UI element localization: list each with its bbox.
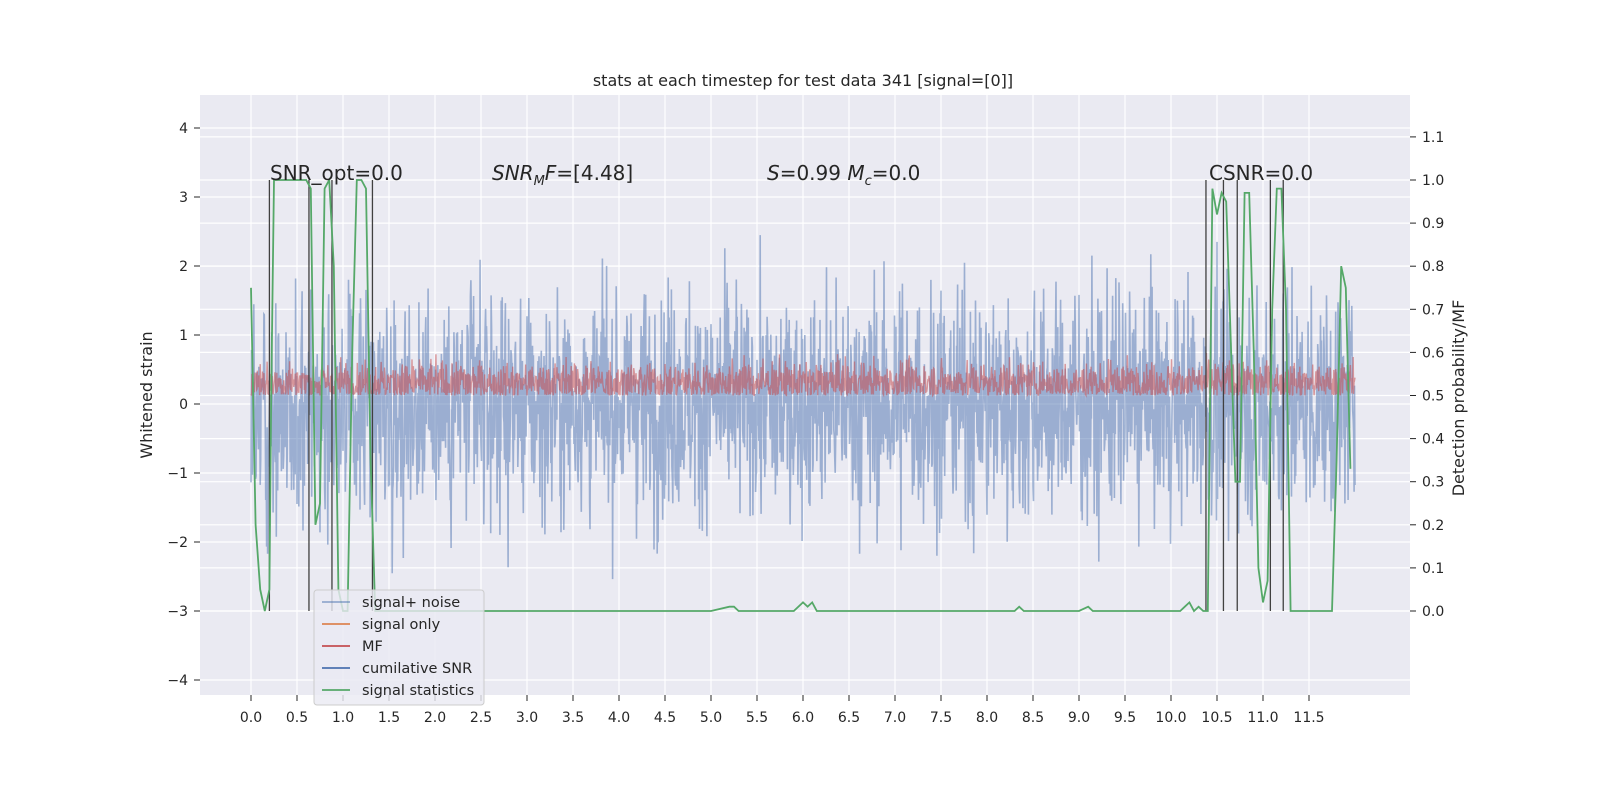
y-tick-label: 2	[179, 259, 188, 275]
y-tick-label: −3	[167, 604, 188, 620]
legend-box	[313, 589, 485, 706]
y-tick-label: 3	[179, 190, 188, 206]
x-tick-label: 11.0	[1247, 710, 1278, 726]
y-right-tick-label: 0.4	[1422, 432, 1444, 448]
x-tick-label: 1.5	[378, 710, 400, 726]
x-tick-label: 8.5	[1022, 710, 1044, 726]
x-tick-label: 0.5	[286, 710, 308, 726]
y-right-tick-label: 0.2	[1422, 518, 1444, 534]
annotation-s-mc: S=0.99 Mc=0.0	[767, 161, 920, 189]
annotation-snr-opt: SNR_opt=0.0	[270, 161, 403, 185]
x-tick-label: 6.0	[792, 710, 814, 726]
x-tick-label: 3.0	[516, 710, 538, 726]
legend-label: signal statistics	[362, 683, 474, 699]
y-right-tick-label: 0.8	[1422, 259, 1444, 275]
x-tick-label: 4.5	[654, 710, 676, 726]
chart-title: stats at each timestep for test data 341…	[593, 71, 1013, 90]
y-axis-label-right: Detection probability/MF	[1449, 300, 1468, 497]
y-tick-label: 1	[179, 328, 188, 344]
y-right-tick-label: 0.5	[1422, 389, 1444, 405]
series-layer	[250, 176, 1356, 613]
legend-label: signal only	[362, 617, 441, 633]
x-tick-label: 5.0	[700, 710, 722, 726]
series-signal-statistics	[250, 176, 1352, 613]
series-mf	[250, 352, 1356, 398]
y-tick-label: −1	[167, 466, 188, 482]
y-right-tick-label: 0.0	[1422, 604, 1444, 620]
y-right-tick-label: 0.1	[1422, 561, 1444, 577]
legend-label: signal+ noise	[362, 595, 460, 611]
legend-label: cumilative SNR	[362, 661, 472, 677]
y-right-tick-label: 1.0	[1422, 173, 1444, 189]
legend-label: MF	[362, 639, 383, 655]
x-axis-ticks: 0.0 0.5 1.0 1.5 2.0 2.5 3.0 3.5 4.0 4.5 5.0 5.5 6.0 6…	[240, 695, 1325, 726]
y-axis-label: Whitened strain	[137, 331, 156, 458]
x-tick-label: 7.0	[884, 710, 906, 726]
x-tick-label: 10.5	[1201, 710, 1232, 726]
x-tick-label: 3.5	[562, 710, 584, 726]
y-tick-label: −2	[167, 535, 188, 551]
annotation-csnr: CSNR=0.0	[1209, 161, 1313, 185]
x-tick-label: 2.5	[470, 710, 492, 726]
y-right-tick-label: 1.1	[1422, 130, 1444, 146]
x-tick-label: 0.0	[240, 710, 262, 726]
y-right-tick-label: 0.9	[1422, 216, 1444, 232]
x-tick-label: 10.0	[1155, 710, 1186, 726]
x-tick-label: 2.0	[424, 710, 446, 726]
y-tick-label: 4	[179, 121, 188, 137]
x-tick-label: 1.0	[332, 710, 354, 726]
x-tick-label: 5.5	[746, 710, 768, 726]
x-tick-label: 4.0	[608, 710, 630, 726]
x-tick-label: 9.5	[1114, 710, 1136, 726]
x-tick-label: 8.0	[976, 710, 998, 726]
y-right-tick-label: 0.7	[1422, 302, 1444, 318]
annotation-snr-mf: SNRMF=[4.48]	[492, 161, 633, 189]
x-tick-label: 7.5	[930, 710, 952, 726]
x-tick-label: 9.0	[1068, 710, 1090, 726]
y-axis-ticks-right: 1.1 1.0 0.9 0.8 0.7 0.6 0.5 0.4 0.3 0.2 0.1 0.0	[1410, 130, 1444, 620]
legend: signal+ noise signal only MF cumilative SNR…	[313, 589, 485, 706]
y-axis-ticks-left: 4 3 2 1 0 −1 −2 −3 −4	[167, 121, 200, 689]
y-right-tick-label: 0.6	[1422, 345, 1444, 361]
y-tick-label: 0	[179, 397, 188, 413]
y-right-tick-label: 0.3	[1422, 475, 1444, 491]
y-tick-label: −4	[167, 673, 188, 689]
x-tick-label: 11.5	[1293, 710, 1324, 726]
x-tick-label: 6.5	[838, 710, 860, 726]
